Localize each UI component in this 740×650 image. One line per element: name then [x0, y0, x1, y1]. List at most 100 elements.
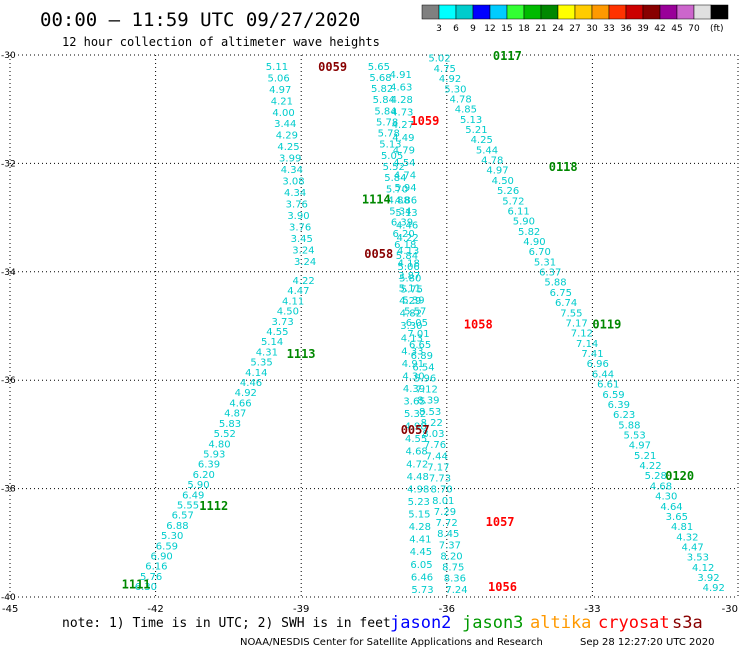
color-tick-label: 45 — [671, 24, 682, 34]
wave-height-value: 4.90 — [523, 237, 545, 248]
wave-height-value: 3.08 — [282, 177, 304, 188]
wave-height-values: 5.115.064.974.214.003.444.294.253.994.34… — [135, 54, 725, 596]
color-swatch — [506, 4, 525, 20]
wave-height-value: 4.92 — [235, 388, 257, 399]
wave-height-value: 4.97 — [269, 85, 291, 96]
wave-height-value: 5.88 — [544, 278, 566, 289]
wave-height-value: 6.39 — [391, 218, 413, 229]
wave-height-value: 5.13 — [460, 115, 482, 126]
wave-height-value: 4.18 — [398, 258, 420, 269]
wave-height-value: 4.34 — [281, 165, 303, 176]
wave-height-value: 8.20 — [440, 551, 462, 562]
wave-height-value: 3.45 — [291, 234, 313, 245]
wave-height-value: 5.06 — [397, 262, 419, 273]
wave-height-value: 5.84 — [396, 251, 418, 262]
color-tick-label: 27 — [569, 24, 580, 34]
longitude-tick-label: -30 — [722, 604, 738, 615]
pass-time-labels: 0117 0059 1059 0118 1114 0058 1058 0119 1113 0057… — [122, 49, 694, 594]
wave-height-value: 5.21 — [465, 125, 487, 136]
color-scale-bar: 3 6 9 12 15 18 21 24 27 30 33 36 39 42 45 70 — [421, 4, 729, 34]
wave-height-value: 4.97 — [629, 441, 651, 452]
satellite-legend-altika: altika — [530, 613, 591, 633]
wave-height-value: 8.70 — [431, 485, 453, 496]
wave-height-value: 3.99 — [279, 154, 301, 165]
wave-height-value: 4.25 — [277, 142, 299, 153]
wave-height-value: 4.97 — [486, 166, 508, 177]
wave-height-value: 5.70 — [386, 184, 408, 195]
pass-time-label: 1058 — [464, 317, 493, 331]
wave-height-value: 7.76 — [424, 440, 446, 451]
latitude-tick-label: -30 — [1, 51, 16, 61]
wave-height-value: 5.78 — [378, 129, 400, 140]
color-swatch — [608, 4, 627, 20]
color-tick-label: 39 — [637, 24, 649, 34]
wave-height-value: 6.65 — [409, 340, 431, 351]
pass-time-label: 1114 — [362, 193, 391, 207]
wave-height-value: 5.30 — [161, 531, 183, 542]
wave-height-value: 4.68 — [406, 447, 428, 458]
wave-height-value: 4.29 — [399, 296, 421, 307]
wave-height-value: 6.75 — [550, 288, 572, 299]
wave-height-value: 7.17 — [427, 462, 449, 473]
color-swatch — [523, 4, 542, 20]
color-tick-label: 24 — [552, 24, 564, 34]
wave-height-value: 6.20 — [393, 229, 415, 240]
wave-height-value: 7.41 — [581, 349, 603, 360]
wave-height-value: 5.90 — [187, 480, 209, 491]
wave-height-value: 5.28 — [645, 471, 667, 482]
color-tick-label: 18 — [518, 24, 530, 34]
wave-height-value: 4.39 — [403, 384, 425, 395]
wave-height-value: 5.30 — [444, 84, 466, 95]
latitude-tick-label: -32 — [1, 159, 16, 169]
wave-height-value: 6.23 — [613, 410, 635, 421]
wave-height-value: 3.73 — [271, 317, 293, 328]
wave-height-value: 5.73 — [411, 585, 433, 596]
wave-height-value: 4.46 — [240, 378, 262, 389]
pass-time-label: 1059 — [410, 114, 439, 128]
wave-height-value: 4.13 — [401, 334, 423, 345]
color-tick-label: 30 — [586, 24, 598, 34]
wave-height-value: 7.73 — [429, 474, 451, 485]
wave-height-value: 4.72 — [406, 459, 428, 470]
color-swatch — [438, 4, 457, 20]
wave-height-value: 5.11 — [399, 283, 421, 294]
pass-time-label: 0058 — [364, 247, 393, 261]
color-tick-label: 9 — [470, 24, 476, 34]
wave-height-value: 5.96 — [414, 373, 436, 384]
wave-height-value: 7.01 — [407, 329, 429, 340]
wave-height-value: 5.72 — [502, 196, 524, 207]
color-swatch — [472, 4, 491, 20]
color-tick-label: 36 — [620, 24, 632, 34]
wave-height-value: 4.55 — [405, 434, 427, 445]
wave-height-value: 4.32 — [676, 532, 698, 543]
wave-height-value: 8.53 — [419, 407, 441, 418]
wave-height-value: 5.13 — [379, 140, 401, 151]
wave-height-value: 4.28 — [409, 522, 431, 533]
latitude-tick-label: -38 — [1, 485, 16, 495]
wave-height-value: 5.84 — [374, 106, 396, 117]
color-swatch — [574, 4, 593, 20]
pass-time-label: 0057 — [401, 423, 430, 437]
wave-height-value: 4.79 — [393, 145, 415, 156]
wave-height-value: 6.96 — [587, 359, 609, 370]
wave-height-value: 3.90 — [287, 211, 309, 222]
satellite-legend-jason3: jason3 — [462, 613, 523, 633]
longitude-tick-label: -42 — [147, 604, 163, 615]
wave-height-value: 6.49 — [182, 490, 204, 501]
wave-height-value: 5.34 — [389, 207, 411, 218]
longitude-tick-label: -33 — [584, 604, 600, 615]
color-tick-label: 3 — [436, 24, 442, 34]
longitude-tick-label: -36 — [439, 604, 455, 615]
wave-height-value: 8.39 — [417, 396, 439, 407]
wave-height-value: 4.29 — [276, 131, 298, 142]
wave-height-value: 4.66 — [229, 398, 251, 409]
wave-height-value: 6.61 — [597, 380, 619, 391]
wave-height-value: 7.12 — [571, 329, 593, 340]
color-tick-label: 6 — [453, 24, 459, 34]
wave-height-value: 6.89 — [411, 351, 433, 362]
wave-height-value: 4.25 — [471, 135, 493, 146]
satellite-legend-s3a: s3a — [672, 613, 703, 633]
wave-height-value: 5.84 — [373, 95, 395, 106]
wave-height-value: 7.17 — [565, 318, 587, 329]
